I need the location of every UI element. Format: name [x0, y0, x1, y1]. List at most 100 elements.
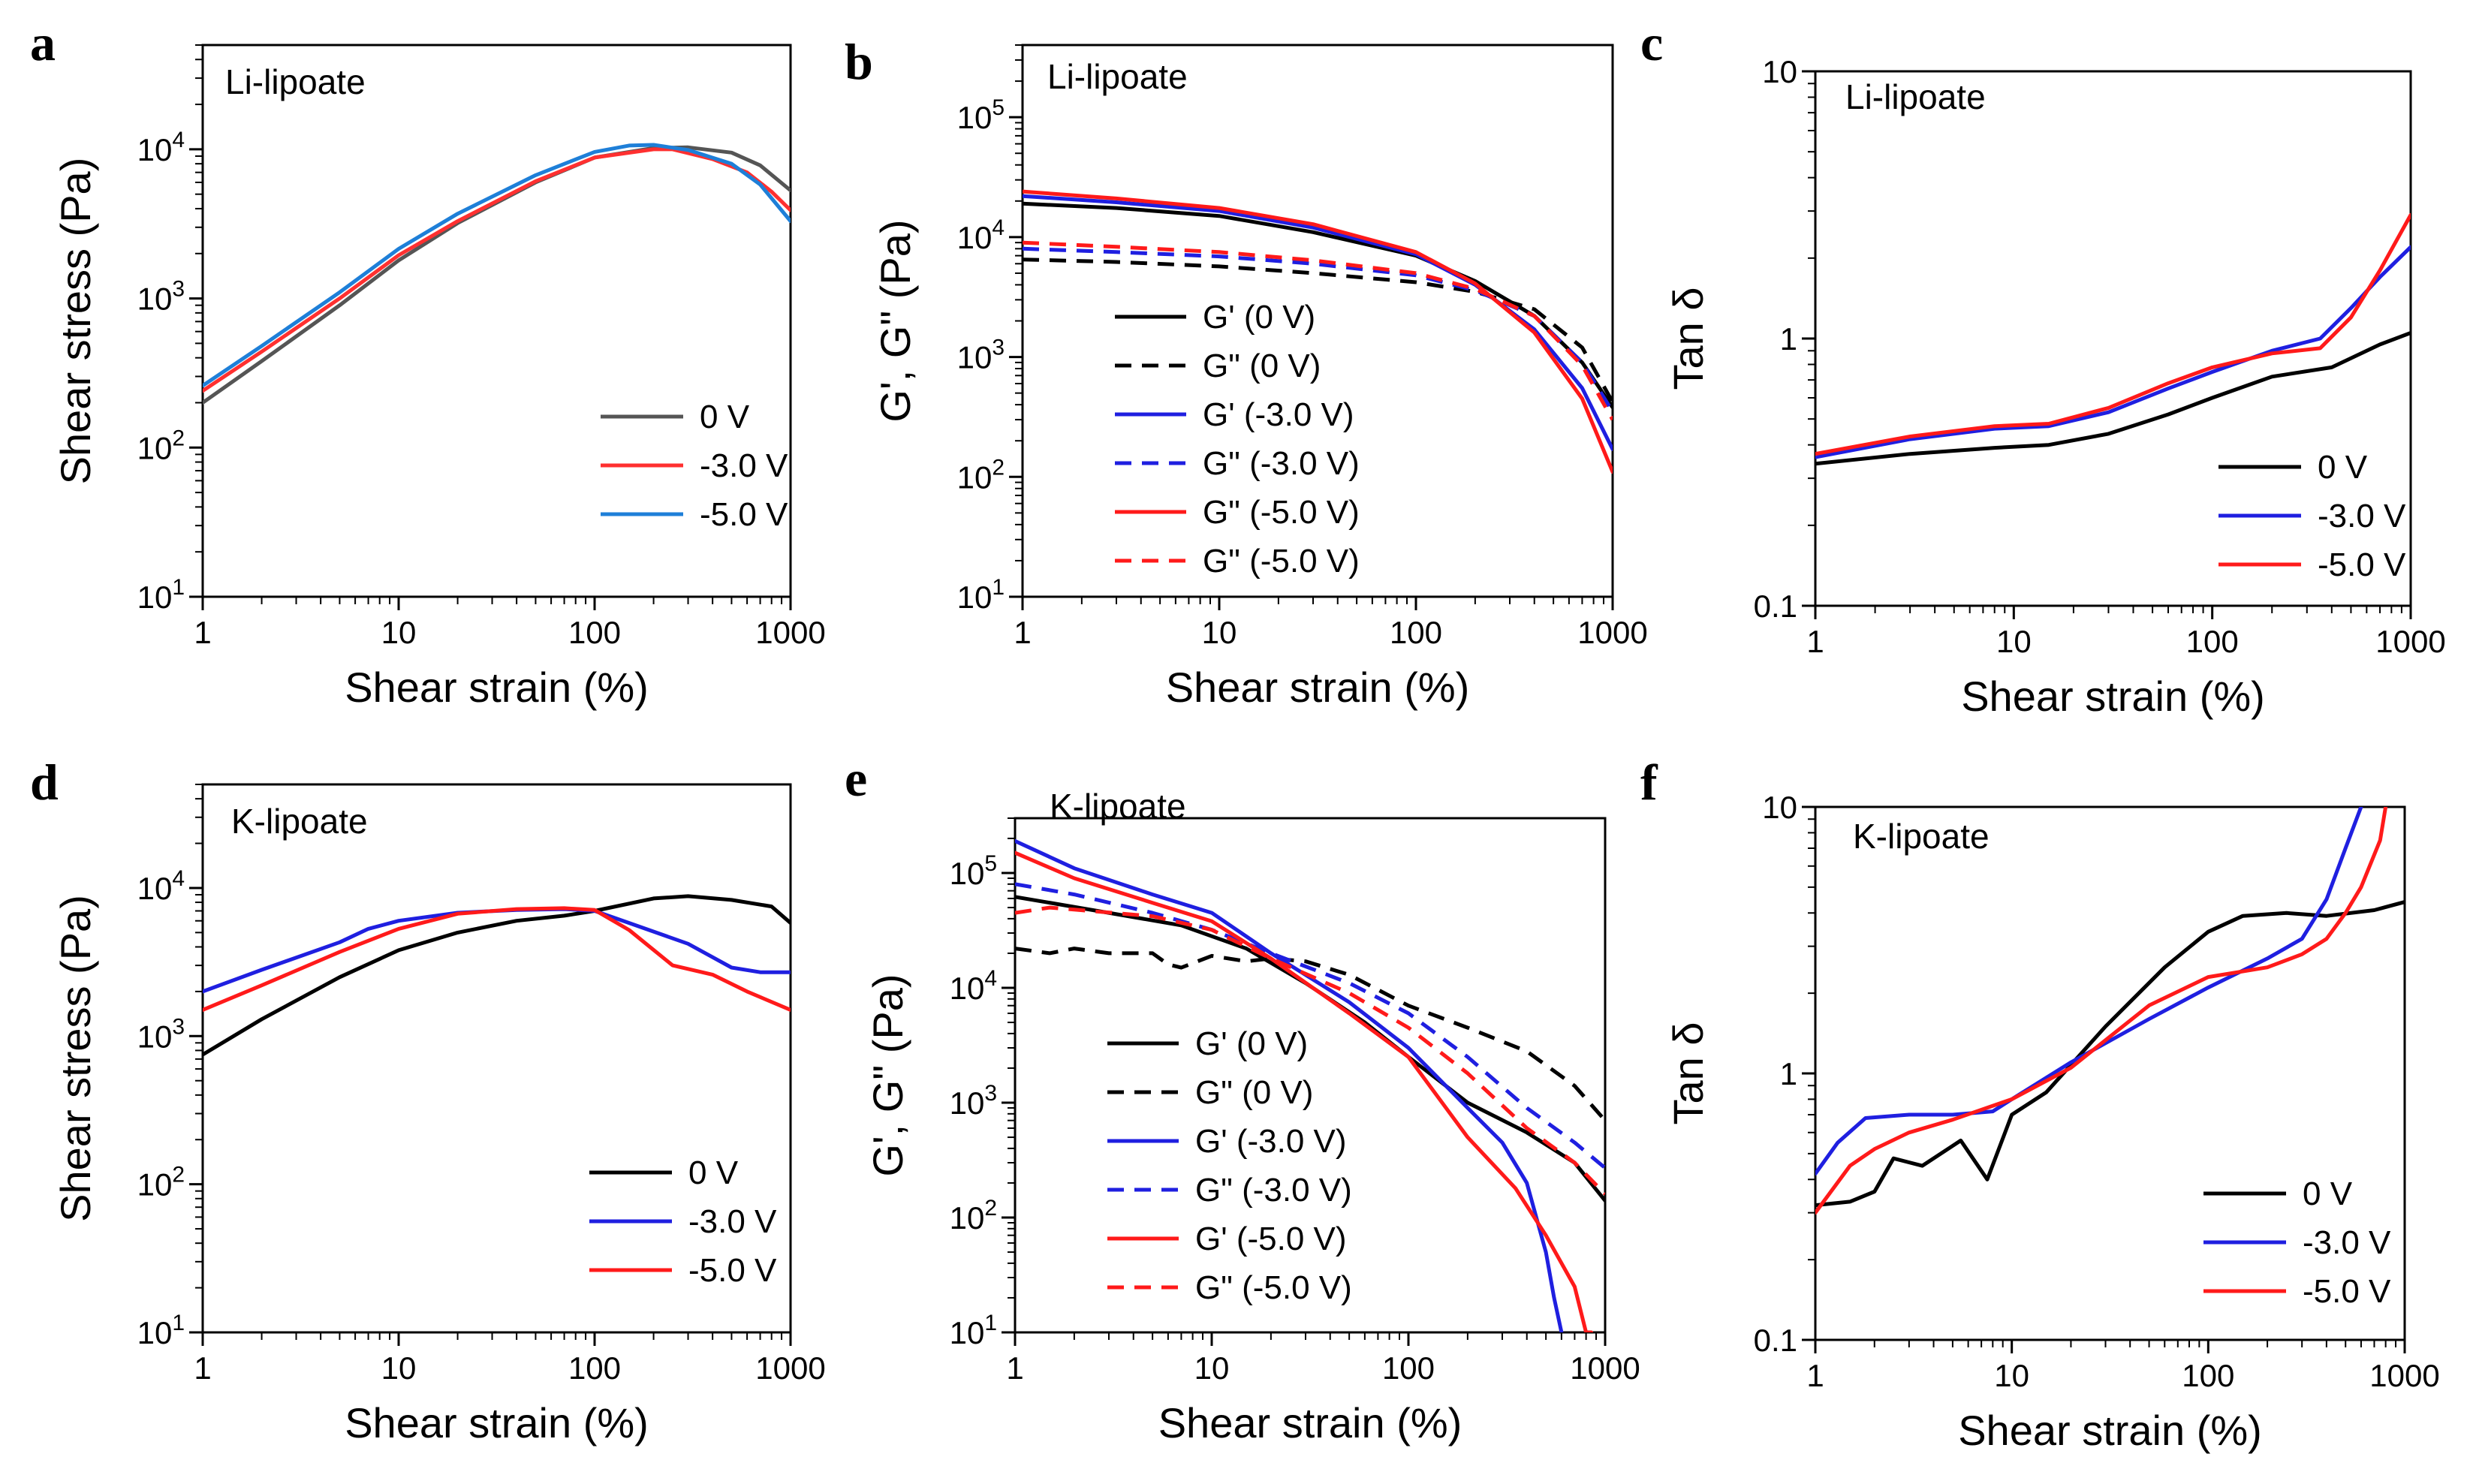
series-line-0: [1815, 331, 2411, 466]
legend: 0 V -3.0 V -5.0 V: [601, 399, 788, 533]
series-line-2: [1015, 838, 1564, 1332]
x-tick-label: 1: [1806, 624, 1824, 659]
legend-label: G" (0 V): [1195, 1074, 1313, 1111]
legend-label: G' (-5.0 V): [1195, 1221, 1347, 1257]
x-tick-label: 1: [1806, 1358, 1824, 1393]
legend: G' (0 V) G" (0 V) G' (-3.0 V) G" (-3.0 V) G"…: [1115, 299, 1360, 579]
x-tick-label: 10: [1202, 615, 1237, 650]
x-axis-title: Shear strain (%): [1166, 664, 1470, 711]
legend-label: -3.0 V: [2303, 1224, 2391, 1261]
legend-label: G' (-3.0 V): [1195, 1123, 1347, 1160]
y-tick-label: 104: [950, 966, 997, 1006]
plot-frame: [1014, 817, 1607, 1334]
legend-label: 0 V: [2318, 449, 2368, 486]
series-line-1: [1815, 807, 2363, 1176]
x-tick-label: 1000: [755, 615, 825, 650]
series-group: [1815, 807, 2405, 1215]
x-tick-label: 100: [1382, 1350, 1435, 1386]
y-tick-label: 103: [950, 1081, 997, 1121]
x-tick-label: 1000: [1570, 1350, 1640, 1386]
series-line-1: [1815, 245, 2411, 459]
x-tick-label: 1: [194, 615, 211, 650]
series-line-5: [1023, 240, 1613, 421]
y-tick-label: 104: [137, 128, 185, 167]
y-tick-label: 101: [137, 1311, 185, 1350]
sample-label: Li-lipoate: [225, 62, 366, 101]
y-axis-title: Tan δ: [1664, 287, 1712, 390]
legend-label: -5.0 V: [2303, 1273, 2391, 1310]
panel-a: a Li-lipoate 1 10 100 1000 101 102 103 104 Shear s…: [30, 14, 826, 711]
x-tick-label: 100: [568, 1350, 621, 1386]
series-line-0: [203, 894, 791, 1057]
y-tick-label: 10: [1762, 790, 1797, 825]
panel-d: d K-lipoate 1 10 100 1000 101 102 103 104 Shear st…: [30, 754, 826, 1446]
series-line-0: [1015, 895, 1605, 1203]
y-tick-label: 0.1: [1754, 588, 1797, 624]
x-tick-label: 10: [381, 615, 417, 650]
y-tick-label: 103: [957, 336, 1005, 375]
x-tick-label: 1000: [2369, 1358, 2439, 1393]
y-tick-label: 1: [1780, 1056, 1797, 1091]
x-tick-label: 1000: [1577, 615, 1647, 650]
series-line-1: [1023, 257, 1613, 403]
panel-letter: f: [1640, 754, 1658, 811]
legend-label: G" (-5.0 V): [1195, 1269, 1352, 1306]
y-tick-label: 101: [137, 575, 185, 615]
series-line-2: [1815, 807, 2388, 1215]
legend-label: G" (0 V): [1203, 348, 1321, 384]
x-tick-label: 10: [1994, 1358, 2029, 1393]
x-axis-title: Shear strain (%): [345, 1399, 649, 1446]
y-tick-label: 101: [950, 1311, 997, 1350]
y-tick-label: 104: [137, 866, 185, 906]
panel-letter: a: [30, 14, 56, 71]
y-axis-title: Shear stress (Pa): [52, 158, 99, 485]
y-tick-label: 102: [137, 426, 185, 465]
x-tick-label: 1: [194, 1350, 211, 1386]
panel-f: f K-lipoate 1 10 100 1000 0.1 1 10 Shear strain (…: [1640, 754, 2440, 1454]
x-tick-label: 100: [568, 615, 621, 650]
x-tick-label: 10: [1194, 1350, 1230, 1386]
series-line-1: [1015, 947, 1605, 1122]
series-group: [1015, 838, 1605, 1332]
y-tick-label: 102: [950, 1196, 997, 1236]
legend-label: G' (0 V): [1203, 299, 1315, 336]
y-tick-label: 101: [957, 575, 1005, 615]
y-tick-label: 1: [1780, 321, 1797, 357]
legend-label: G' (0 V): [1195, 1025, 1308, 1062]
legend-label: -5.0 V: [700, 496, 788, 533]
sample-label: K-lipoate: [1050, 787, 1186, 826]
legend-label: 0 V: [2303, 1175, 2353, 1212]
y-tick-label: 103: [137, 277, 185, 317]
y-axis-title: G', G" (Pa): [872, 219, 919, 422]
panel-c: c Li-lipoate 1 10 100 1000 0.1 1 10 Shear strain …: [1640, 14, 2446, 720]
series-line-4: [1015, 850, 1593, 1332]
series-line-1: [203, 907, 791, 994]
sample-label: K-lipoate: [1853, 817, 1990, 856]
series-line-3: [1015, 882, 1605, 1169]
legend-label: -3.0 V: [700, 447, 788, 484]
legend-label: G" (-5.0 V): [1203, 494, 1360, 531]
y-tick-label: 104: [957, 215, 1005, 255]
y-tick-label: 102: [137, 1163, 185, 1203]
legend: 0 V -3.0 V -5.0 V: [2203, 1175, 2391, 1310]
x-axis-title: Shear strain (%): [1958, 1407, 2262, 1454]
x-tick-label: 1: [1014, 615, 1031, 650]
legend-label: -5.0 V: [688, 1252, 777, 1289]
legend-label: G" (-5.0 V): [1203, 543, 1360, 579]
sample-label: K-lipoate: [231, 802, 368, 841]
legend-label: G" (-3.0 V): [1203, 445, 1360, 482]
series-line-2: [1023, 194, 1613, 451]
series-line-4: [1023, 189, 1613, 474]
series-line-2: [1815, 212, 2411, 456]
x-tick-label: 100: [2182, 1358, 2234, 1393]
y-axis-title: G', G" (Pa): [864, 974, 911, 1176]
legend: 0 V -3.0 V -5.0 V: [589, 1154, 777, 1289]
series-group: [1815, 212, 2411, 466]
y-axis-title: Tan δ: [1664, 1022, 1712, 1124]
legend: G' (0 V) G" (0 V) G' (-3.0 V) G" (-3.0 V) G'…: [1107, 1025, 1352, 1306]
series-group: [203, 143, 791, 405]
legend-label: -5.0 V: [2318, 546, 2406, 583]
x-axis-title: Shear strain (%): [345, 664, 649, 711]
series-group: [203, 894, 791, 1057]
